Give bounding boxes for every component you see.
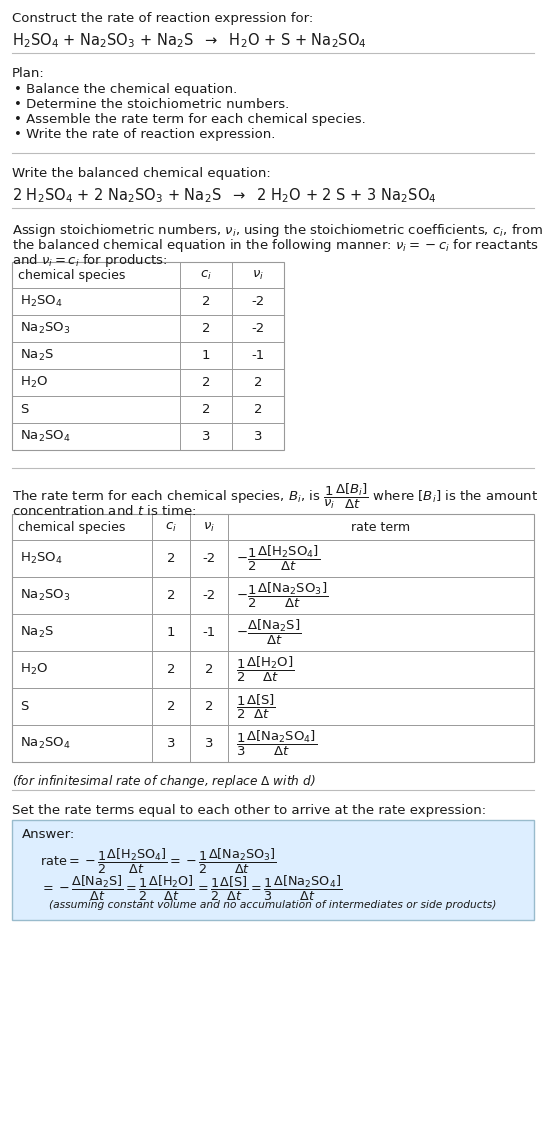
Text: 2: 2 xyxy=(202,376,210,389)
Text: -2: -2 xyxy=(203,589,216,602)
Text: $\nu_i$: $\nu_i$ xyxy=(252,269,264,281)
Text: and $\nu_i = c_i$ for products:: and $\nu_i = c_i$ for products: xyxy=(12,251,168,269)
Text: $\mathregular{S}$: $\mathregular{S}$ xyxy=(20,403,29,417)
Text: $\mathregular{S}$: $\mathregular{S}$ xyxy=(20,700,29,714)
Bar xyxy=(12,514,534,762)
Text: $-\dfrac{\Delta[\mathregular{Na_2S}]}{\Delta t}$: $-\dfrac{\Delta[\mathregular{Na_2S}]}{\D… xyxy=(236,618,301,648)
Text: 3: 3 xyxy=(167,737,175,750)
Text: $\nu_i$: $\nu_i$ xyxy=(203,520,215,534)
Text: rate term: rate term xyxy=(352,520,411,534)
Text: $\mathregular{H_2SO_4}$ + $\mathregular{Na_2SO_3}$ + $\mathregular{Na_2S}$  $\ri: $\mathregular{H_2SO_4}$ + $\mathregular{… xyxy=(12,31,367,50)
Text: $c_i$: $c_i$ xyxy=(200,269,212,281)
Text: $\mathregular{Na_2SO_3}$: $\mathregular{Na_2SO_3}$ xyxy=(20,588,70,603)
Text: Assign stoichiometric numbers, $\nu_i$, using the stoichiometric coefficients, $: Assign stoichiometric numbers, $\nu_i$, … xyxy=(12,222,543,239)
Text: • Assemble the rate term for each chemical species.: • Assemble the rate term for each chemic… xyxy=(14,113,366,126)
Text: 2: 2 xyxy=(202,403,210,417)
Text: • Balance the chemical equation.: • Balance the chemical equation. xyxy=(14,83,238,96)
Text: $\mathregular{Na_2SO_4}$: $\mathregular{Na_2SO_4}$ xyxy=(20,429,71,444)
Text: The rate term for each chemical species, $B_i$, is $\dfrac{1}{\nu_i}\dfrac{\Delt: The rate term for each chemical species,… xyxy=(12,483,538,511)
Text: -1: -1 xyxy=(203,626,216,640)
Text: Answer:: Answer: xyxy=(22,828,75,841)
Text: $\mathregular{Na_2S}$: $\mathregular{Na_2S}$ xyxy=(20,348,54,363)
Text: 2: 2 xyxy=(254,376,262,389)
Text: 2: 2 xyxy=(205,700,213,714)
Text: $-\dfrac{1}{2}\dfrac{\Delta[\mathregular{Na_2SO_3}]}{\Delta t}$: $-\dfrac{1}{2}\dfrac{\Delta[\mathregular… xyxy=(236,580,328,610)
Text: chemical species: chemical species xyxy=(18,520,126,534)
Text: $\mathregular{H_2SO_4}$: $\mathregular{H_2SO_4}$ xyxy=(20,551,63,566)
Text: Plan:: Plan: xyxy=(12,67,45,80)
Text: $\mathrm{rate} = -\dfrac{1}{2}\dfrac{\Delta[\mathregular{H_2SO_4}]}{\Delta t} = : $\mathrm{rate} = -\dfrac{1}{2}\dfrac{\De… xyxy=(40,847,277,876)
Bar xyxy=(12,262,284,450)
Text: 2: 2 xyxy=(205,663,213,676)
Text: Construct the rate of reaction expression for:: Construct the rate of reaction expressio… xyxy=(12,13,313,25)
Text: chemical species: chemical species xyxy=(18,269,126,281)
Text: • Write the rate of reaction expression.: • Write the rate of reaction expression. xyxy=(14,127,275,141)
Text: $\mathregular{Na_2SO_4}$: $\mathregular{Na_2SO_4}$ xyxy=(20,736,71,751)
Text: 2: 2 xyxy=(202,322,210,335)
Text: -2: -2 xyxy=(251,295,265,308)
Text: 1: 1 xyxy=(202,349,210,362)
Text: • Determine the stoichiometric numbers.: • Determine the stoichiometric numbers. xyxy=(14,98,289,112)
Text: the balanced chemical equation in the following manner: $\nu_i = -c_i$ for react: the balanced chemical equation in the fo… xyxy=(12,237,539,254)
Text: $\mathregular{Na_2SO_3}$: $\mathregular{Na_2SO_3}$ xyxy=(20,321,70,336)
Text: $\mathregular{H_2O}$: $\mathregular{H_2O}$ xyxy=(20,374,48,390)
Text: 2 $\mathregular{H_2SO_4}$ + 2 $\mathregular{Na_2SO_3}$ + $\mathregular{Na_2S}$  : 2 $\mathregular{H_2SO_4}$ + 2 $\mathregu… xyxy=(12,185,437,205)
Text: $= -\dfrac{\Delta[\mathregular{Na_2S}]}{\Delta t} = \dfrac{1}{2}\dfrac{\Delta[\m: $= -\dfrac{\Delta[\mathregular{Na_2S}]}{… xyxy=(40,874,342,904)
Text: 2: 2 xyxy=(167,589,175,602)
Text: $-\dfrac{1}{2}\dfrac{\Delta[\mathregular{H_2SO_4}]}{\Delta t}$: $-\dfrac{1}{2}\dfrac{\Delta[\mathregular… xyxy=(236,544,320,574)
Text: 2: 2 xyxy=(254,403,262,417)
Text: Set the rate terms equal to each other to arrive at the rate expression:: Set the rate terms equal to each other t… xyxy=(12,805,486,817)
Text: $\dfrac{1}{2}\dfrac{\Delta[\mathregular{S}]}{\Delta t}$: $\dfrac{1}{2}\dfrac{\Delta[\mathregular{… xyxy=(236,692,276,720)
Text: 2: 2 xyxy=(167,552,175,564)
Bar xyxy=(12,820,534,920)
Text: -2: -2 xyxy=(251,322,265,335)
Text: $\mathregular{H_2O}$: $\mathregular{H_2O}$ xyxy=(20,662,48,677)
Text: 2: 2 xyxy=(202,295,210,308)
Text: $c_i$: $c_i$ xyxy=(165,520,177,534)
Text: 2: 2 xyxy=(167,663,175,676)
Text: $\mathregular{Na_2S}$: $\mathregular{Na_2S}$ xyxy=(20,625,54,640)
Text: 3: 3 xyxy=(202,430,210,443)
Text: 1: 1 xyxy=(167,626,175,640)
Text: 3: 3 xyxy=(205,737,213,750)
Text: (for infinitesimal rate of change, replace $\Delta$ with $d$): (for infinitesimal rate of change, repla… xyxy=(12,773,316,790)
Text: Write the balanced chemical equation:: Write the balanced chemical equation: xyxy=(12,167,271,180)
Text: concentration and $t$ is time:: concentration and $t$ is time: xyxy=(12,504,196,518)
Text: $\mathregular{H_2SO_4}$: $\mathregular{H_2SO_4}$ xyxy=(20,294,63,310)
Text: (assuming constant volume and no accumulation of intermediates or side products): (assuming constant volume and no accumul… xyxy=(49,900,497,910)
Text: 2: 2 xyxy=(167,700,175,714)
Text: 3: 3 xyxy=(254,430,262,443)
Text: -2: -2 xyxy=(203,552,216,564)
Text: $\dfrac{1}{2}\dfrac{\Delta[\mathregular{H_2O}]}{\Delta t}$: $\dfrac{1}{2}\dfrac{\Delta[\mathregular{… xyxy=(236,654,294,684)
Text: -1: -1 xyxy=(251,349,265,362)
Text: $\dfrac{1}{3}\dfrac{\Delta[\mathregular{Na_2SO_4}]}{\Delta t}$: $\dfrac{1}{3}\dfrac{\Delta[\mathregular{… xyxy=(236,728,317,758)
